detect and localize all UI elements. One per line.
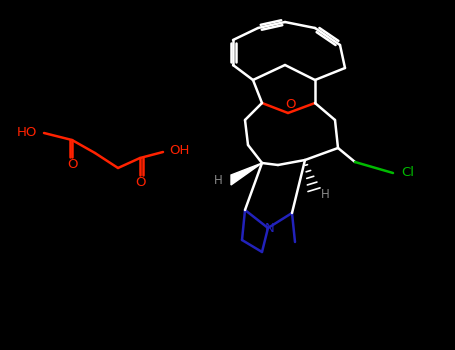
Text: O: O [136,176,146,189]
Text: N: N [265,223,275,236]
Text: H: H [214,174,223,187]
Text: H: H [321,189,330,202]
Text: HO: HO [17,126,37,139]
Text: O: O [68,159,78,172]
Text: O: O [285,98,295,112]
Text: OH: OH [169,144,189,156]
Text: Cl: Cl [401,167,414,180]
Polygon shape [231,163,262,185]
